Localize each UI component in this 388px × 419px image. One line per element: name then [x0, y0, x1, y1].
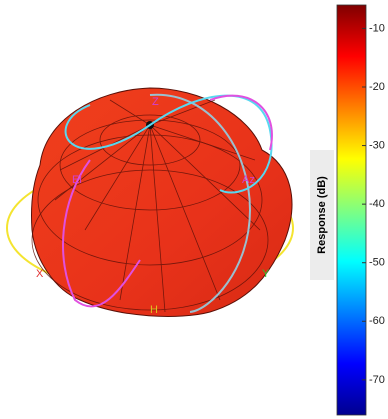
axis-label: El — [72, 174, 82, 186]
colorbar-label: Response (dB) — [316, 176, 328, 254]
axis-label: Az — [242, 174, 255, 186]
colorbar: -10 -20 -30 -40 -50 -60 -70 — [336, 4, 385, 416]
elevation-ring — [62, 94, 273, 308]
pattern-surface — [6, 87, 294, 317]
colorbar-tick-label: -70 — [369, 374, 385, 386]
elevation-arc — [149, 93, 252, 313]
axis-label: Y — [262, 268, 270, 280]
surface — [31, 87, 293, 317]
surface-mesh — [31, 99, 269, 313]
colorbar-tick-label: -30 — [369, 139, 385, 151]
colorbar-label-bg — [310, 150, 334, 280]
colorbar-tick-label: -40 — [369, 198, 385, 210]
colorbar-tick-label: -20 — [369, 81, 385, 93]
colorbar-tick-label: -60 — [369, 315, 385, 327]
axis-label: X — [36, 268, 44, 280]
axis-label: Z — [152, 96, 159, 108]
colorbar-tick-label: -50 — [369, 257, 385, 269]
colorbar-body — [336, 4, 367, 416]
colorbar-tick-label: -10 — [369, 22, 385, 34]
azimuth-ring — [64, 94, 273, 194]
axis-label: H — [150, 304, 158, 316]
